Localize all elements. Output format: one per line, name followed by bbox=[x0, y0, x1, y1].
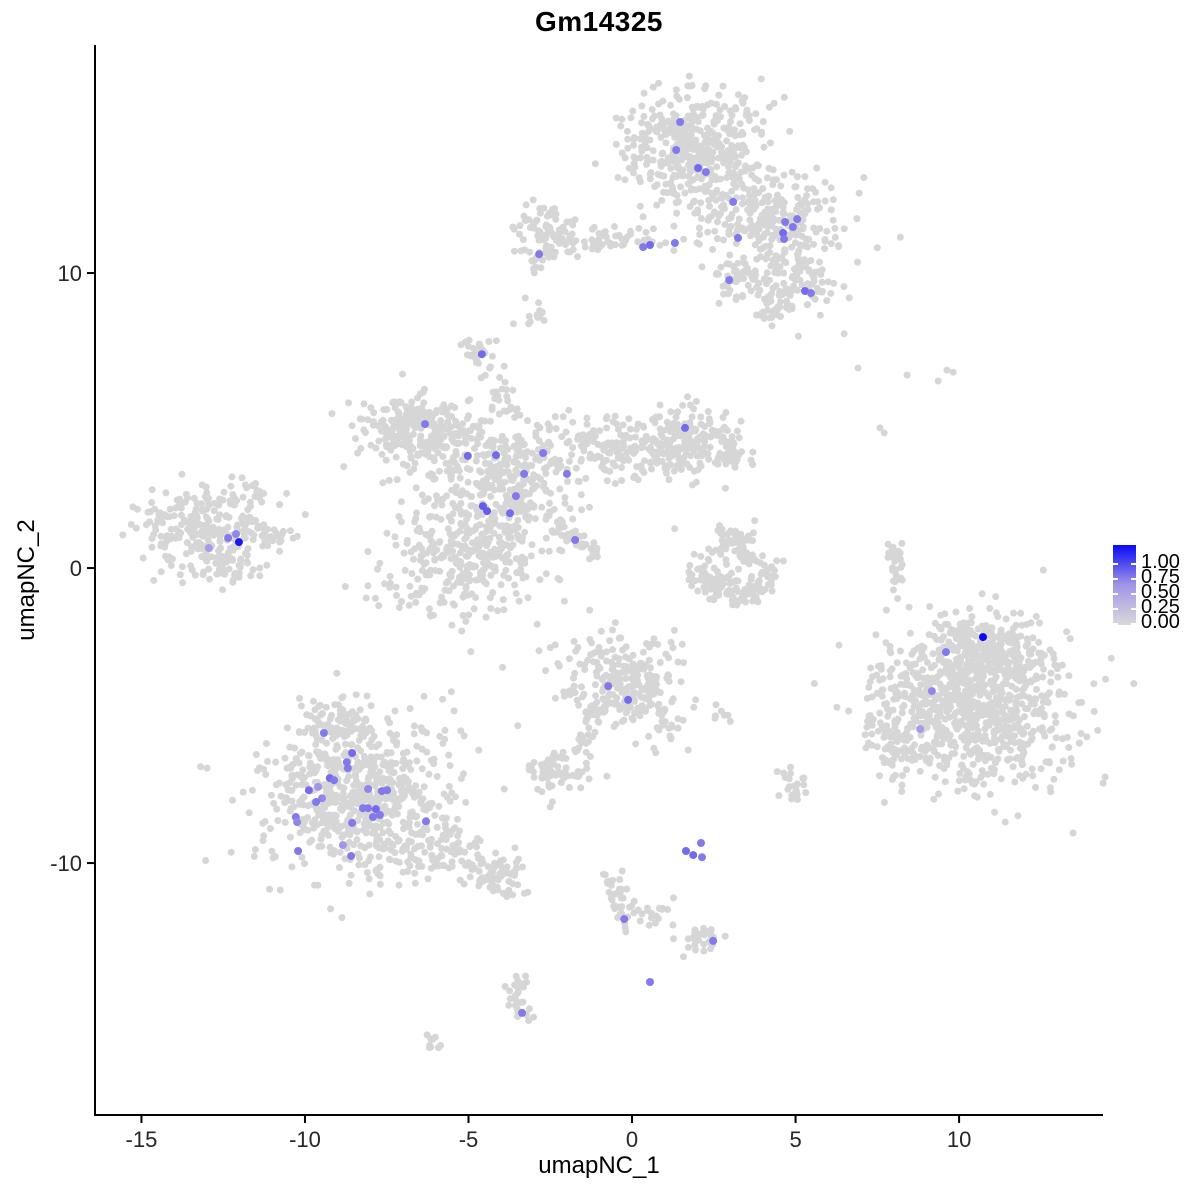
legend-tick-mark bbox=[1131, 608, 1136, 610]
legend-gradient-bar bbox=[1113, 545, 1136, 625]
legend-tick-label: 0.75 bbox=[1141, 566, 1180, 588]
legend-tick-mark bbox=[1131, 593, 1136, 595]
legend-tick-label: 1.00 bbox=[1141, 551, 1180, 573]
legend-tick-mark bbox=[1113, 623, 1118, 625]
svg-text:-5: -5 bbox=[459, 1127, 479, 1152]
y-axis-title: umapNC_2 bbox=[13, 519, 40, 641]
plot-title: Gm14325 bbox=[534, 6, 664, 37]
legend-tick-mark bbox=[1131, 563, 1136, 565]
y-axis-ticks: -10 0 10 bbox=[50, 261, 95, 876]
legend-tick-mark bbox=[1113, 593, 1118, 595]
axes bbox=[94, 45, 1103, 1116]
x-axis-ticks: -15 -10 -5 0 5 10 bbox=[126, 1115, 971, 1152]
legend-tick-label: 0.00 bbox=[1141, 611, 1180, 633]
legend-tick-mark bbox=[1113, 578, 1118, 580]
svg-text:10: 10 bbox=[947, 1127, 971, 1152]
legend-tick-mark bbox=[1131, 623, 1136, 625]
svg-text:-10: -10 bbox=[289, 1127, 321, 1152]
x-axis-title: umapNC_1 bbox=[538, 1152, 660, 1179]
svg-text:10: 10 bbox=[58, 261, 82, 286]
legend-tick-mark bbox=[1113, 563, 1118, 565]
svg-text:5: 5 bbox=[789, 1127, 801, 1152]
gray-points bbox=[119, 72, 1138, 1052]
expression-colorbar-legend: 1.00 0.75 0.50 0.25 0.00 bbox=[1113, 543, 1200, 643]
svg-text:0: 0 bbox=[626, 1127, 638, 1152]
legend-tick-label: 0.50 bbox=[1141, 581, 1180, 603]
svg-text:-15: -15 bbox=[126, 1127, 158, 1152]
svg-text:0: 0 bbox=[70, 556, 82, 581]
legend-tick-mark bbox=[1113, 608, 1118, 610]
svg-text:-10: -10 bbox=[50, 851, 82, 876]
expressing-points bbox=[204, 118, 987, 1017]
legend-tick-mark bbox=[1131, 578, 1136, 580]
legend-tick-label: 0.25 bbox=[1141, 596, 1180, 618]
